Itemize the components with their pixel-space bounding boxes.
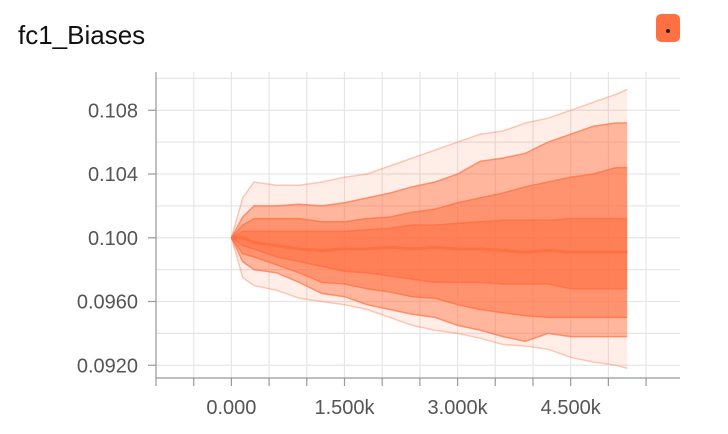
median-line	[231, 236, 628, 254]
y-tick-label: 0.100	[88, 228, 138, 250]
band-3-lower-line	[230, 237, 628, 319]
x-tick-label: 1.500k	[314, 397, 375, 419]
band-1-lower-line	[230, 237, 628, 370]
x-tick-label: 0.000	[206, 397, 256, 419]
x-tick-label: 3.000k	[428, 397, 489, 419]
distribution-band-4	[231, 218, 628, 289]
y-tick-label: 0.0920	[77, 355, 138, 377]
y-tick-label: 0.108	[88, 100, 138, 122]
series-color-badge[interactable]	[656, 14, 680, 42]
band-2-upper-line	[230, 122, 628, 239]
band-4-upper-line	[231, 217, 628, 239]
x-tick-label: 4.500k	[541, 397, 602, 419]
chart-title: fc1_Biases	[18, 20, 146, 50]
band-4-lower-line	[230, 237, 628, 290]
band-2-lower-line	[230, 237, 628, 343]
badge-dot-icon	[666, 29, 670, 33]
y-tick-label: 0.104	[88, 164, 138, 186]
band-1-upper-line	[230, 88, 628, 238]
band-3-upper-line	[230, 166, 628, 239]
y-tick-label: 0.0960	[77, 292, 138, 314]
